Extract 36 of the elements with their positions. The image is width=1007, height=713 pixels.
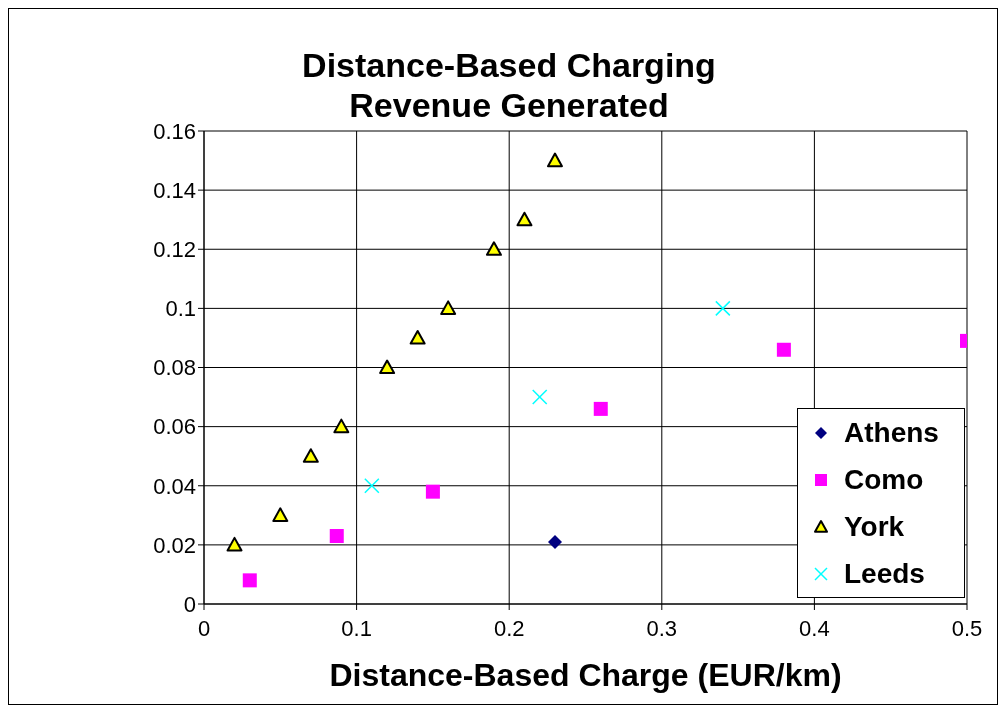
x-tick-label: 0.1	[341, 615, 372, 641]
legend-label: Leeds	[844, 557, 925, 590]
point	[302, 448, 319, 463]
legend-label: York	[844, 510, 905, 543]
y-tick-label: 0.06	[153, 414, 196, 440]
y-tick-label: 0.12	[153, 237, 196, 263]
point	[547, 534, 562, 549]
point	[516, 211, 533, 227]
point	[242, 573, 257, 588]
point	[226, 536, 243, 552]
point	[776, 342, 791, 357]
y-tick-label: 0.14	[153, 177, 196, 203]
y-tick-label: 0.1	[165, 296, 196, 322]
x-tick-label: 0.4	[799, 615, 830, 641]
y-tick-label: 0.02	[153, 532, 196, 558]
point	[546, 152, 563, 168]
point	[485, 241, 502, 256]
y-tick-label: 0	[183, 591, 196, 617]
point	[272, 507, 289, 522]
y-tick-label: 0.08	[153, 355, 196, 381]
x-axis-title: Distance-Based Charge (EUR/km)	[329, 657, 842, 693]
legend-label: Athens	[844, 416, 939, 449]
x-tick-label: 0.5	[951, 615, 983, 641]
chart-title: Distance-Based Charging Revenue Generated	[301, 45, 717, 125]
point	[440, 300, 457, 315]
x-tick-label: 0.2	[493, 615, 525, 641]
point	[425, 484, 440, 499]
y-tick-label: 0.16	[153, 118, 196, 144]
legend-label: Como	[844, 463, 924, 496]
y-tick-label: 0.04	[153, 473, 196, 499]
point	[329, 529, 344, 544]
point	[409, 329, 426, 345]
point	[379, 359, 396, 375]
x-tick-label: 0.3	[646, 615, 678, 641]
point	[593, 401, 608, 416]
point	[333, 418, 350, 434]
